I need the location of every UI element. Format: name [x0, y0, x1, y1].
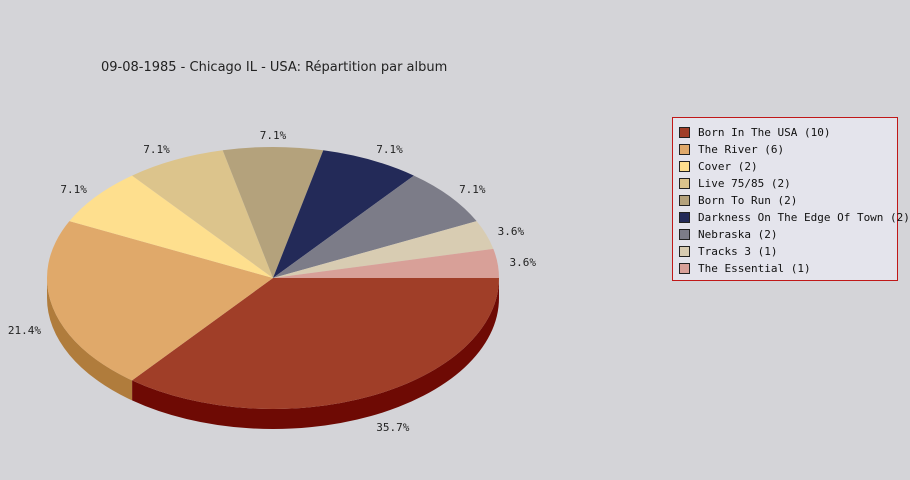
legend-label: Born In The USA (10) [698, 126, 831, 139]
legend-swatch [679, 178, 690, 189]
pie-label-6: 7.1% [459, 183, 486, 196]
pie-slice-0 [132, 278, 499, 409]
legend-swatch [679, 246, 690, 257]
legend-item: Tracks 3 (1) [679, 243, 897, 260]
pie-slice-3 [132, 150, 273, 278]
legend-item: The Essential (1) [679, 260, 897, 277]
legend-swatch [679, 212, 690, 223]
pie-slice-1 [47, 221, 274, 381]
pie-label-2: 7.1% [60, 183, 87, 196]
pie-label-4: 7.1% [260, 129, 287, 142]
legend-swatch [679, 161, 690, 172]
pie-label-8: 3.6% [510, 256, 537, 269]
legend-label: Darkness On The Edge Of Town (2) [698, 211, 910, 224]
legend-item: Darkness On The Edge Of Town (2) [679, 209, 910, 226]
pie-slice-2 [69, 175, 273, 278]
pie-label-1: 21.4% [8, 324, 41, 337]
legend-item: Born In The USA (10) [679, 124, 897, 141]
chart-legend: Born In The USA (10) The River (6) Cover (… [672, 117, 910, 281]
legend-label: Nebraska (2) [698, 228, 778, 241]
legend-label: Born To Run (2) [698, 194, 798, 207]
legend-item: Cover (2) [679, 158, 897, 175]
legend-swatch [679, 229, 690, 240]
pie-slice-7 [273, 221, 494, 278]
legend-swatch [679, 263, 690, 274]
pie-label-3: 7.1% [143, 143, 170, 156]
pie-slice-4 [222, 147, 324, 278]
legend-item: The River (6) [679, 141, 897, 158]
pie-slice-6 [273, 175, 477, 278]
legend-label: Live 75/85 (2) [698, 177, 791, 190]
chart-title: 09-08-1985 - Chicago IL - USA: Répartiti… [101, 60, 448, 75]
pie-side-1 [47, 278, 133, 401]
legend-swatch [679, 127, 690, 138]
pie-side-0 [132, 278, 499, 430]
pie-label-0: 35.7% [376, 421, 409, 434]
pie-slice-8 [273, 248, 499, 278]
legend-label: Tracks 3 (1) [698, 245, 778, 258]
legend-swatch [679, 195, 690, 206]
legend-label: The River (6) [698, 143, 785, 156]
legend-label: The Essential (1) [698, 262, 811, 275]
legend-item: Live 75/85 (2) [679, 175, 897, 192]
legend-label: Cover (2) [698, 160, 758, 173]
pie-label-5: 7.1% [376, 143, 403, 156]
legend-item: Nebraska (2) [679, 226, 897, 243]
pie-label-7: 3.6% [498, 225, 525, 238]
pie-slice-5 [273, 150, 414, 278]
legend-item: Born To Run (2) [679, 192, 897, 209]
legend-swatch [679, 144, 690, 155]
